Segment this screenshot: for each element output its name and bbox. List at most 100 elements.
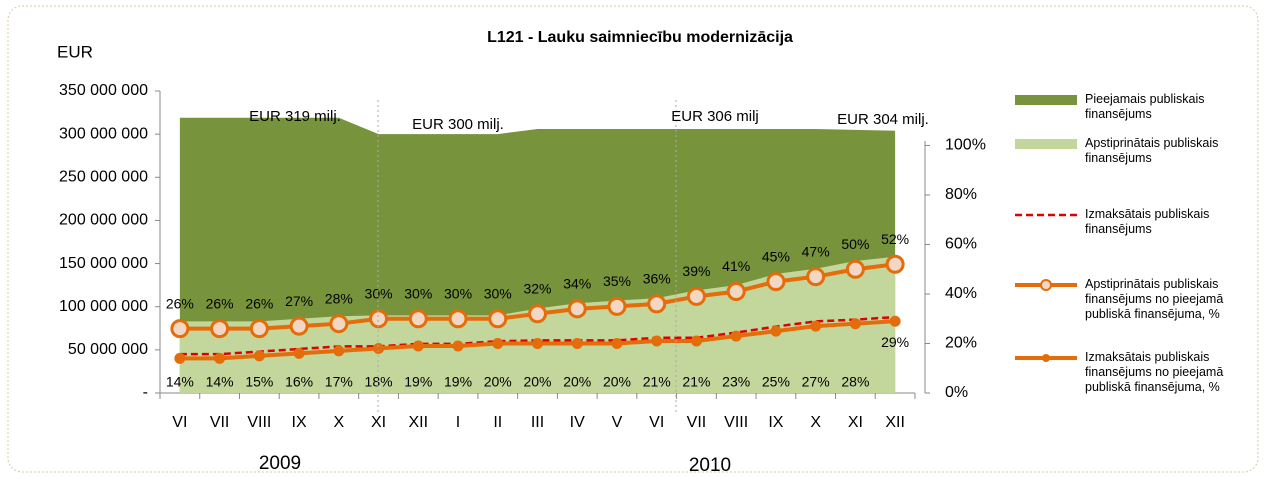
y-tick-label: 150 000 000 [59,255,148,272]
point [567,299,587,319]
point [452,340,464,352]
y2-tick-label: 100% [945,137,986,154]
point [810,320,822,332]
x-tick-label: VI [649,414,664,431]
data-label: 14% [206,374,234,390]
point [412,340,424,352]
data-label: 20% [563,374,591,390]
point [889,315,901,327]
point [845,259,865,279]
y-axis-label: EUR [57,42,93,61]
data-label: 45% [762,248,790,264]
x-tick-label: VII [687,414,707,431]
annotation: EUR 300 milj. [412,116,504,133]
point [726,282,746,302]
point [806,267,826,287]
x-tick-label: X [333,414,344,431]
y-tick-label: 350 000 000 [59,82,148,99]
point [690,335,702,347]
data-label: 17% [325,374,353,390]
data-label: 26% [206,295,234,311]
data-label: 28% [841,374,869,390]
data-label: 39% [682,263,710,279]
legend-swatch [1015,95,1077,105]
x-tick-label: VII [210,414,230,431]
x-tick-label: IX [768,414,783,431]
point [686,286,706,306]
x-tick-label: XI [848,414,863,431]
data-label: 18% [365,374,393,390]
legend-marker [1042,354,1050,362]
x-tick-label: III [531,414,544,431]
legend-entry: Pieejamais publiskais finansējums [1085,92,1205,121]
point [408,309,428,329]
data-label: 21% [682,374,710,390]
x-tick-label: I [456,414,460,431]
y2-tick-label: 40% [945,285,977,302]
point [647,294,667,314]
data-label: 27% [285,293,313,309]
y-tick-label: 250 000 000 [59,169,148,186]
x-tick-label: IX [292,414,307,431]
point [369,309,389,329]
annotation: EUR 304 milj. [837,111,929,128]
x-tick-label: X [810,414,821,431]
data-label: 19% [444,374,472,390]
point [214,352,226,364]
legend-marker [1040,279,1052,291]
legend-entry: Izmaksātais publiskais finansējums no pi… [1085,350,1224,394]
area [179,256,896,393]
point [766,272,786,292]
y-tick-label: 100 000 000 [59,298,148,315]
legend-swatch [1015,139,1077,149]
data-label: 30% [444,285,472,301]
x-tick-label: V [612,414,623,431]
y-tick-label: 50 000 000 [68,341,148,358]
year-label: 2010 [689,455,731,476]
point [210,319,230,339]
data-label: 20% [523,374,551,390]
legend-entry: Apstiprinātais publiskais finansējums [1085,136,1219,165]
data-label: 26% [245,295,273,311]
data-label: 52% [881,231,909,247]
x-tick-label: VI [172,414,187,431]
data-label: 21% [643,374,671,390]
x-tick-label: II [493,414,502,431]
y2-tick-label: 20% [945,335,977,352]
y2-tick-label: 60% [945,236,977,253]
data-label: 23% [722,374,750,390]
point [770,325,782,337]
data-label: 14% [166,374,194,390]
data-label: 30% [404,285,432,301]
point [373,342,385,354]
data-label: 34% [563,276,591,292]
data-label: 19% [404,374,432,390]
point [174,352,186,364]
point [253,350,265,362]
legend-entry: Izmaksātais publiskais finansējums [1085,207,1210,236]
data-label: 36% [643,271,671,287]
data-label: 41% [722,258,750,274]
point [333,345,345,357]
chart-title: L121 - Lauku saimniecību modernizācija [487,29,793,46]
y-tick-label: 300 000 000 [59,125,148,142]
point [492,337,504,349]
data-label: 20% [603,374,631,390]
x-tick-label: XI [371,414,386,431]
data-label: 25% [762,374,790,390]
data-label: 32% [523,280,551,296]
x-tick-label: VIII [247,414,271,431]
point [532,337,543,349]
legend-entry: Apstiprinātais publiskais finansējums no… [1085,277,1224,321]
point [528,304,547,324]
point [651,335,663,347]
data-label: 47% [802,243,830,259]
data-label: 28% [325,290,353,306]
x-tick-label: VIII [724,414,748,431]
point [488,309,508,329]
data-label: 30% [365,285,393,301]
point [448,309,468,329]
point [289,316,309,336]
